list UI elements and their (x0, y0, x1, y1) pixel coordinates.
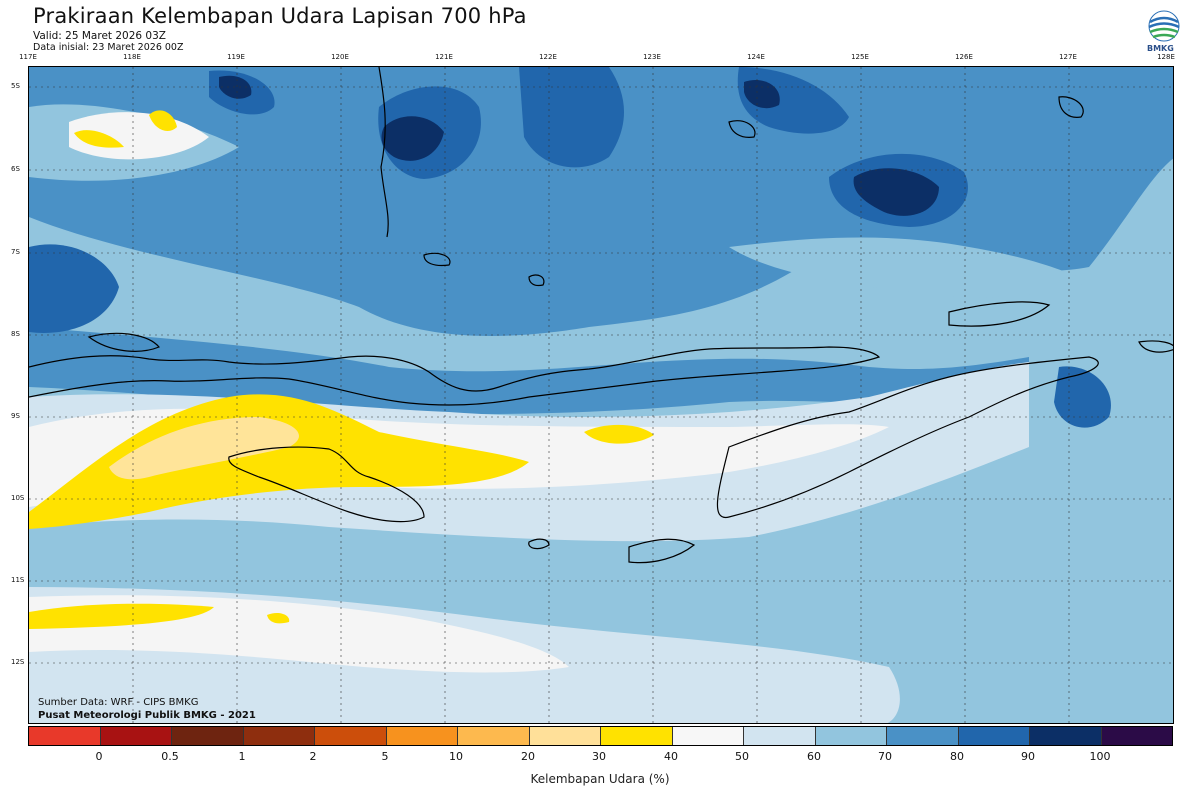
humidity-map[interactable] (28, 66, 1174, 724)
colorbar-swatch (887, 727, 959, 745)
colorbar-swatch (815, 727, 887, 745)
colorbar-swatch (529, 727, 601, 745)
dry-30-40-region (29, 394, 529, 529)
lat-label: 5S (11, 82, 20, 90)
dry-30-40-patch (149, 110, 177, 131)
island-savu (528, 538, 550, 550)
island-outline (948, 301, 1051, 327)
island-outline (728, 120, 756, 138)
colorbar-tick: 70 (878, 750, 892, 763)
colorbar-tick: 100 (1089, 750, 1111, 763)
colorbar-swatch (1030, 727, 1102, 745)
lat-label: 11S (11, 576, 25, 584)
dry-30-40-patch (584, 424, 654, 444)
island-sumba (228, 446, 425, 523)
humid-90-100-core (744, 79, 780, 109)
colorbar-swatch (958, 727, 1030, 745)
colorbar-swatch (458, 727, 530, 745)
island-rote (628, 538, 696, 564)
colorbar-tick: 0 (95, 750, 103, 763)
island-outline (423, 252, 451, 267)
colorbar-swatch (1101, 727, 1172, 745)
initial-time: Data inisial: 23 Maret 2026 00Z (33, 42, 184, 53)
colorbar-swatch (243, 727, 315, 745)
lon-label: 117E (19, 53, 37, 61)
lat-label: 8S (11, 330, 20, 338)
island-timor (716, 356, 1099, 518)
colorbar-label: Kelembapan Udara (%) (530, 772, 670, 786)
island-outline (1058, 96, 1084, 118)
humid-60-70-patch (729, 237, 1089, 298)
data-source: Sumber Data: WRF - CIPS BMKG (38, 697, 199, 708)
lat-label: 9S (11, 412, 20, 420)
lat-label: 6S (11, 165, 20, 173)
lon-label: 124E (747, 53, 765, 61)
humid-90-100-core (219, 75, 252, 99)
colorbar-swatch (672, 727, 744, 745)
dry-30-40-patch (74, 130, 124, 148)
island-outline (1138, 340, 1173, 353)
map-canvas (29, 67, 1173, 723)
dry-30-40-patch (267, 612, 290, 624)
lon-label: 126E (955, 53, 973, 61)
dry-20-30-core (109, 417, 299, 480)
colorbar-tick: 2 (309, 750, 317, 763)
island-outline (528, 274, 545, 287)
colorbar-swatch (744, 727, 816, 745)
humid-90-100-core (853, 168, 939, 216)
colorbar-tick: 90 (1021, 750, 1035, 763)
island-outline (87, 332, 160, 352)
colorbar-tick: 80 (950, 750, 964, 763)
humid-80-90-region (1054, 366, 1111, 428)
colorbar-tick: 10 (449, 750, 463, 763)
colorbar-tick: 30 (592, 750, 606, 763)
island-outline (29, 346, 881, 406)
colorbar (28, 726, 1173, 746)
lon-label: 122E (539, 53, 557, 61)
lon-label: 128E (1157, 53, 1175, 61)
humid-70-80-region (29, 67, 1173, 336)
bmkg-logo-icon (1148, 10, 1180, 42)
island-sulawesi (378, 67, 389, 238)
colorbar-tick: 50 (735, 750, 749, 763)
logo-text: BMKG (1147, 44, 1174, 53)
graticule (29, 67, 1173, 723)
lat-label: 10S (11, 494, 25, 502)
humid-80-90-region (29, 244, 119, 333)
lon-label: 121E (435, 53, 453, 61)
colorbar-tick: 40 (664, 750, 678, 763)
colorbar-swatch (172, 727, 244, 745)
lon-label: 119E (227, 53, 245, 61)
colorbar-swatch (29, 727, 101, 745)
coastlines (29, 67, 1173, 564)
lon-label: 120E (331, 53, 349, 61)
humid-80-90-region (519, 67, 624, 168)
lat-label: 7S (11, 248, 20, 256)
colorbar-swatch (386, 727, 458, 745)
lon-label: 123E (643, 53, 661, 61)
colorbar-swatch (601, 727, 673, 745)
humid-70-80-band (29, 327, 1029, 414)
credit-center: Pusat Meteorologi Publik BMKG - 2021 (38, 710, 256, 721)
lon-label: 125E (851, 53, 869, 61)
colorbar-tick: 1 (238, 750, 246, 763)
dry-30-40-region (29, 603, 214, 629)
lon-label: 118E (123, 53, 141, 61)
colorbar-swatch (100, 727, 172, 745)
colorbar-tick: 5 (381, 750, 389, 763)
map-title: Prakiraan Kelembapan Udara Lapisan 700 h… (33, 4, 527, 28)
valid-time: Valid: 25 Maret 2026 03Z (33, 30, 166, 42)
colorbar-swatch (315, 727, 387, 745)
lat-label: 12S (11, 658, 25, 666)
colorbar-tick: 0.5 (161, 750, 179, 763)
humid-90-100-core (381, 116, 444, 161)
colorbar-tick: 20 (521, 750, 535, 763)
lon-label: 127E (1059, 53, 1077, 61)
colorbar-tick: 60 (807, 750, 821, 763)
